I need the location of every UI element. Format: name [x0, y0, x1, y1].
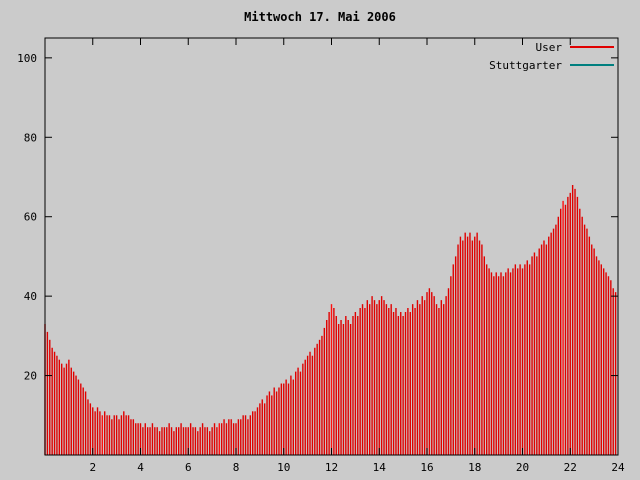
svg-text:10: 10: [277, 461, 290, 474]
svg-text:80: 80: [24, 131, 37, 144]
legend-item-user: User: [489, 40, 614, 54]
svg-text:24: 24: [611, 461, 625, 474]
svg-text:60: 60: [24, 211, 37, 224]
svg-text:12: 12: [325, 461, 338, 474]
legend-item-stuttgarter: Stuttgarter: [489, 58, 614, 72]
svg-text:20: 20: [24, 370, 37, 383]
svg-text:2: 2: [89, 461, 96, 474]
svg-text:14: 14: [373, 461, 387, 474]
svg-text:100: 100: [17, 52, 37, 65]
svg-text:20: 20: [516, 461, 529, 474]
stuttgarter-line-sample: [570, 64, 614, 66]
svg-text:18: 18: [468, 461, 481, 474]
legend-label-stuttgarter: Stuttgarter: [489, 58, 562, 72]
svg-text:6: 6: [185, 461, 192, 474]
legend: User Stuttgarter: [489, 40, 614, 72]
chart-title: Mittwoch 17. Mai 2006: [244, 10, 396, 24]
svg-text:4: 4: [137, 461, 144, 474]
legend-label-user: User: [535, 40, 563, 54]
user-line-sample: [570, 46, 614, 48]
svg-text:40: 40: [24, 290, 37, 303]
svg-text:8: 8: [233, 461, 240, 474]
svg-text:22: 22: [564, 461, 577, 474]
svg-text:16: 16: [420, 461, 433, 474]
